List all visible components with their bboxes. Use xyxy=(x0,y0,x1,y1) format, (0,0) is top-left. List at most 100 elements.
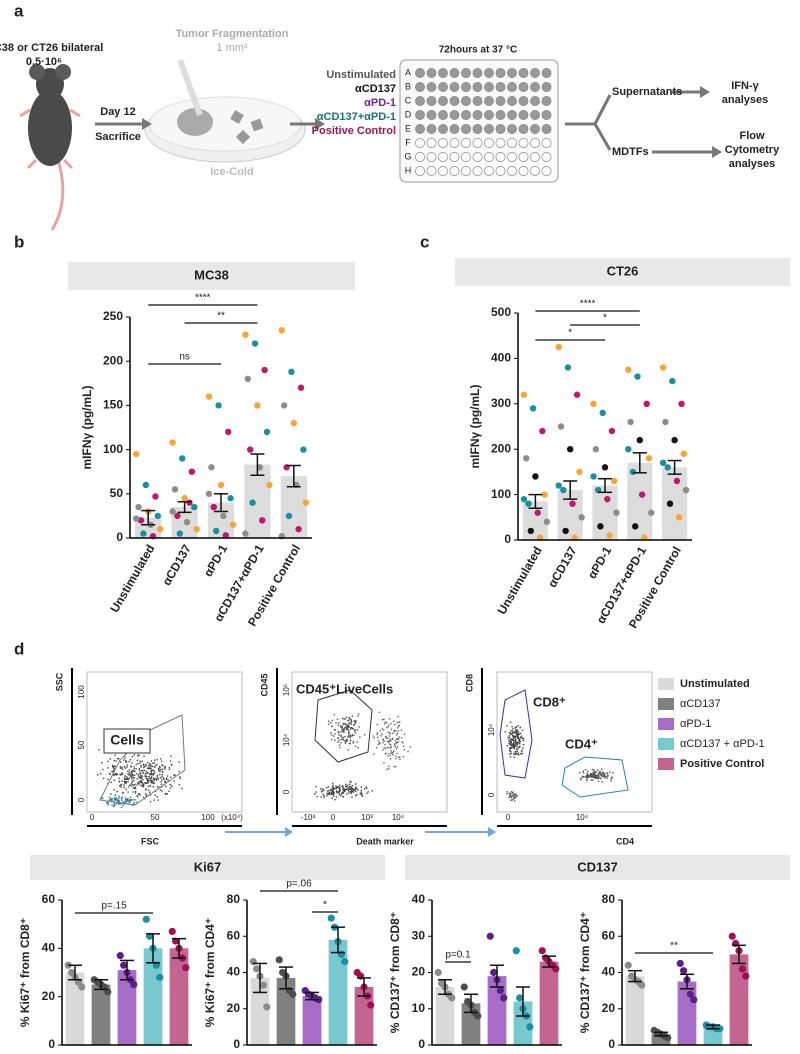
cell-event xyxy=(523,737,525,740)
cell-event xyxy=(586,773,589,775)
cell-event xyxy=(579,772,581,774)
cell-event xyxy=(352,788,354,790)
cell-event xyxy=(347,719,349,721)
cell-event xyxy=(338,739,340,742)
well xyxy=(484,166,494,176)
cell-event xyxy=(133,801,135,804)
cell-event xyxy=(356,741,358,743)
cell-event xyxy=(400,737,403,739)
cell-event xyxy=(509,792,511,794)
cell-event xyxy=(336,786,339,789)
cell-event xyxy=(516,744,518,746)
flow-axis-label: CD4 xyxy=(616,836,634,846)
error-bar xyxy=(177,501,192,514)
cell-event xyxy=(161,790,163,792)
cell-event xyxy=(346,788,348,790)
cell-event xyxy=(348,726,350,728)
data-point xyxy=(229,521,237,528)
cell-event xyxy=(125,788,127,791)
cell-event xyxy=(397,730,399,732)
cell-event xyxy=(366,787,368,790)
cell-event xyxy=(606,777,608,779)
cell-event xyxy=(515,741,517,744)
y-tick-label: 0 xyxy=(608,1037,615,1051)
cell-event xyxy=(395,741,398,744)
error-bar xyxy=(214,493,228,513)
cell-event xyxy=(509,793,512,795)
cell-event xyxy=(389,738,391,740)
cell-event xyxy=(107,778,109,781)
cell-event xyxy=(513,747,516,749)
cell-event xyxy=(132,779,135,781)
cell-event xyxy=(348,716,350,719)
cell-event xyxy=(506,745,509,747)
data-point xyxy=(520,495,528,503)
cell-event xyxy=(591,774,593,776)
cell-event xyxy=(100,773,102,775)
cell-event xyxy=(388,724,390,726)
well xyxy=(518,166,529,176)
cell-event xyxy=(139,777,141,779)
cell-event xyxy=(373,737,375,739)
data-point xyxy=(627,418,634,426)
error-bar xyxy=(146,933,160,964)
cell-event xyxy=(165,781,167,784)
legend-swatch xyxy=(658,698,674,710)
well xyxy=(461,82,471,92)
y-tick-label: 0 xyxy=(418,1037,425,1051)
cell-event xyxy=(125,781,128,783)
flow-axis-label: FSC xyxy=(141,836,160,846)
cell-event xyxy=(145,788,147,790)
cell-event xyxy=(346,727,348,730)
panel-label: d xyxy=(14,639,24,658)
cell-event xyxy=(519,736,522,739)
cell-event xyxy=(334,787,336,789)
data-point xyxy=(625,446,632,453)
cell-event xyxy=(383,718,385,720)
cell-event xyxy=(348,783,351,785)
cell-event xyxy=(338,732,340,734)
cell-event xyxy=(156,758,158,761)
well xyxy=(415,82,425,92)
y-tick-label: 20 xyxy=(602,1001,616,1015)
cell-event xyxy=(102,768,104,771)
legend-entry: Unstimulated xyxy=(680,678,750,690)
cell-event xyxy=(356,793,358,796)
cell-event xyxy=(388,718,391,720)
data-point xyxy=(210,503,217,511)
treatment: Unstimulated xyxy=(326,69,396,81)
cell-event xyxy=(118,800,120,803)
well xyxy=(438,138,448,148)
well xyxy=(530,82,540,92)
cell-event xyxy=(113,765,115,767)
cell-event xyxy=(110,781,112,784)
well xyxy=(438,82,448,92)
data-point xyxy=(527,527,535,535)
cell-event xyxy=(351,727,354,730)
cell-event xyxy=(123,803,125,805)
data-point xyxy=(474,1012,482,1020)
data-point xyxy=(171,486,179,493)
cell-event xyxy=(132,776,134,779)
cell-event xyxy=(133,787,136,790)
bar xyxy=(117,970,137,1045)
cell-event xyxy=(358,726,360,728)
cell-event xyxy=(351,796,353,798)
x-tick-label: αPD-1 xyxy=(585,544,615,581)
error-bar xyxy=(542,955,556,968)
cell-event xyxy=(597,777,599,780)
cell-event xyxy=(609,771,611,773)
cell-event xyxy=(517,748,519,750)
cell-event xyxy=(391,752,393,754)
cell-event xyxy=(513,796,515,798)
cell-event xyxy=(586,779,588,782)
cell-event xyxy=(510,740,512,743)
data-point xyxy=(120,961,128,969)
cell-event xyxy=(125,798,127,801)
cell-event xyxy=(352,791,354,793)
cell-event xyxy=(384,735,387,738)
cell-event xyxy=(343,730,345,732)
panel-label: a xyxy=(14,1,24,20)
cell-event xyxy=(345,728,347,731)
cell-event xyxy=(340,731,342,733)
